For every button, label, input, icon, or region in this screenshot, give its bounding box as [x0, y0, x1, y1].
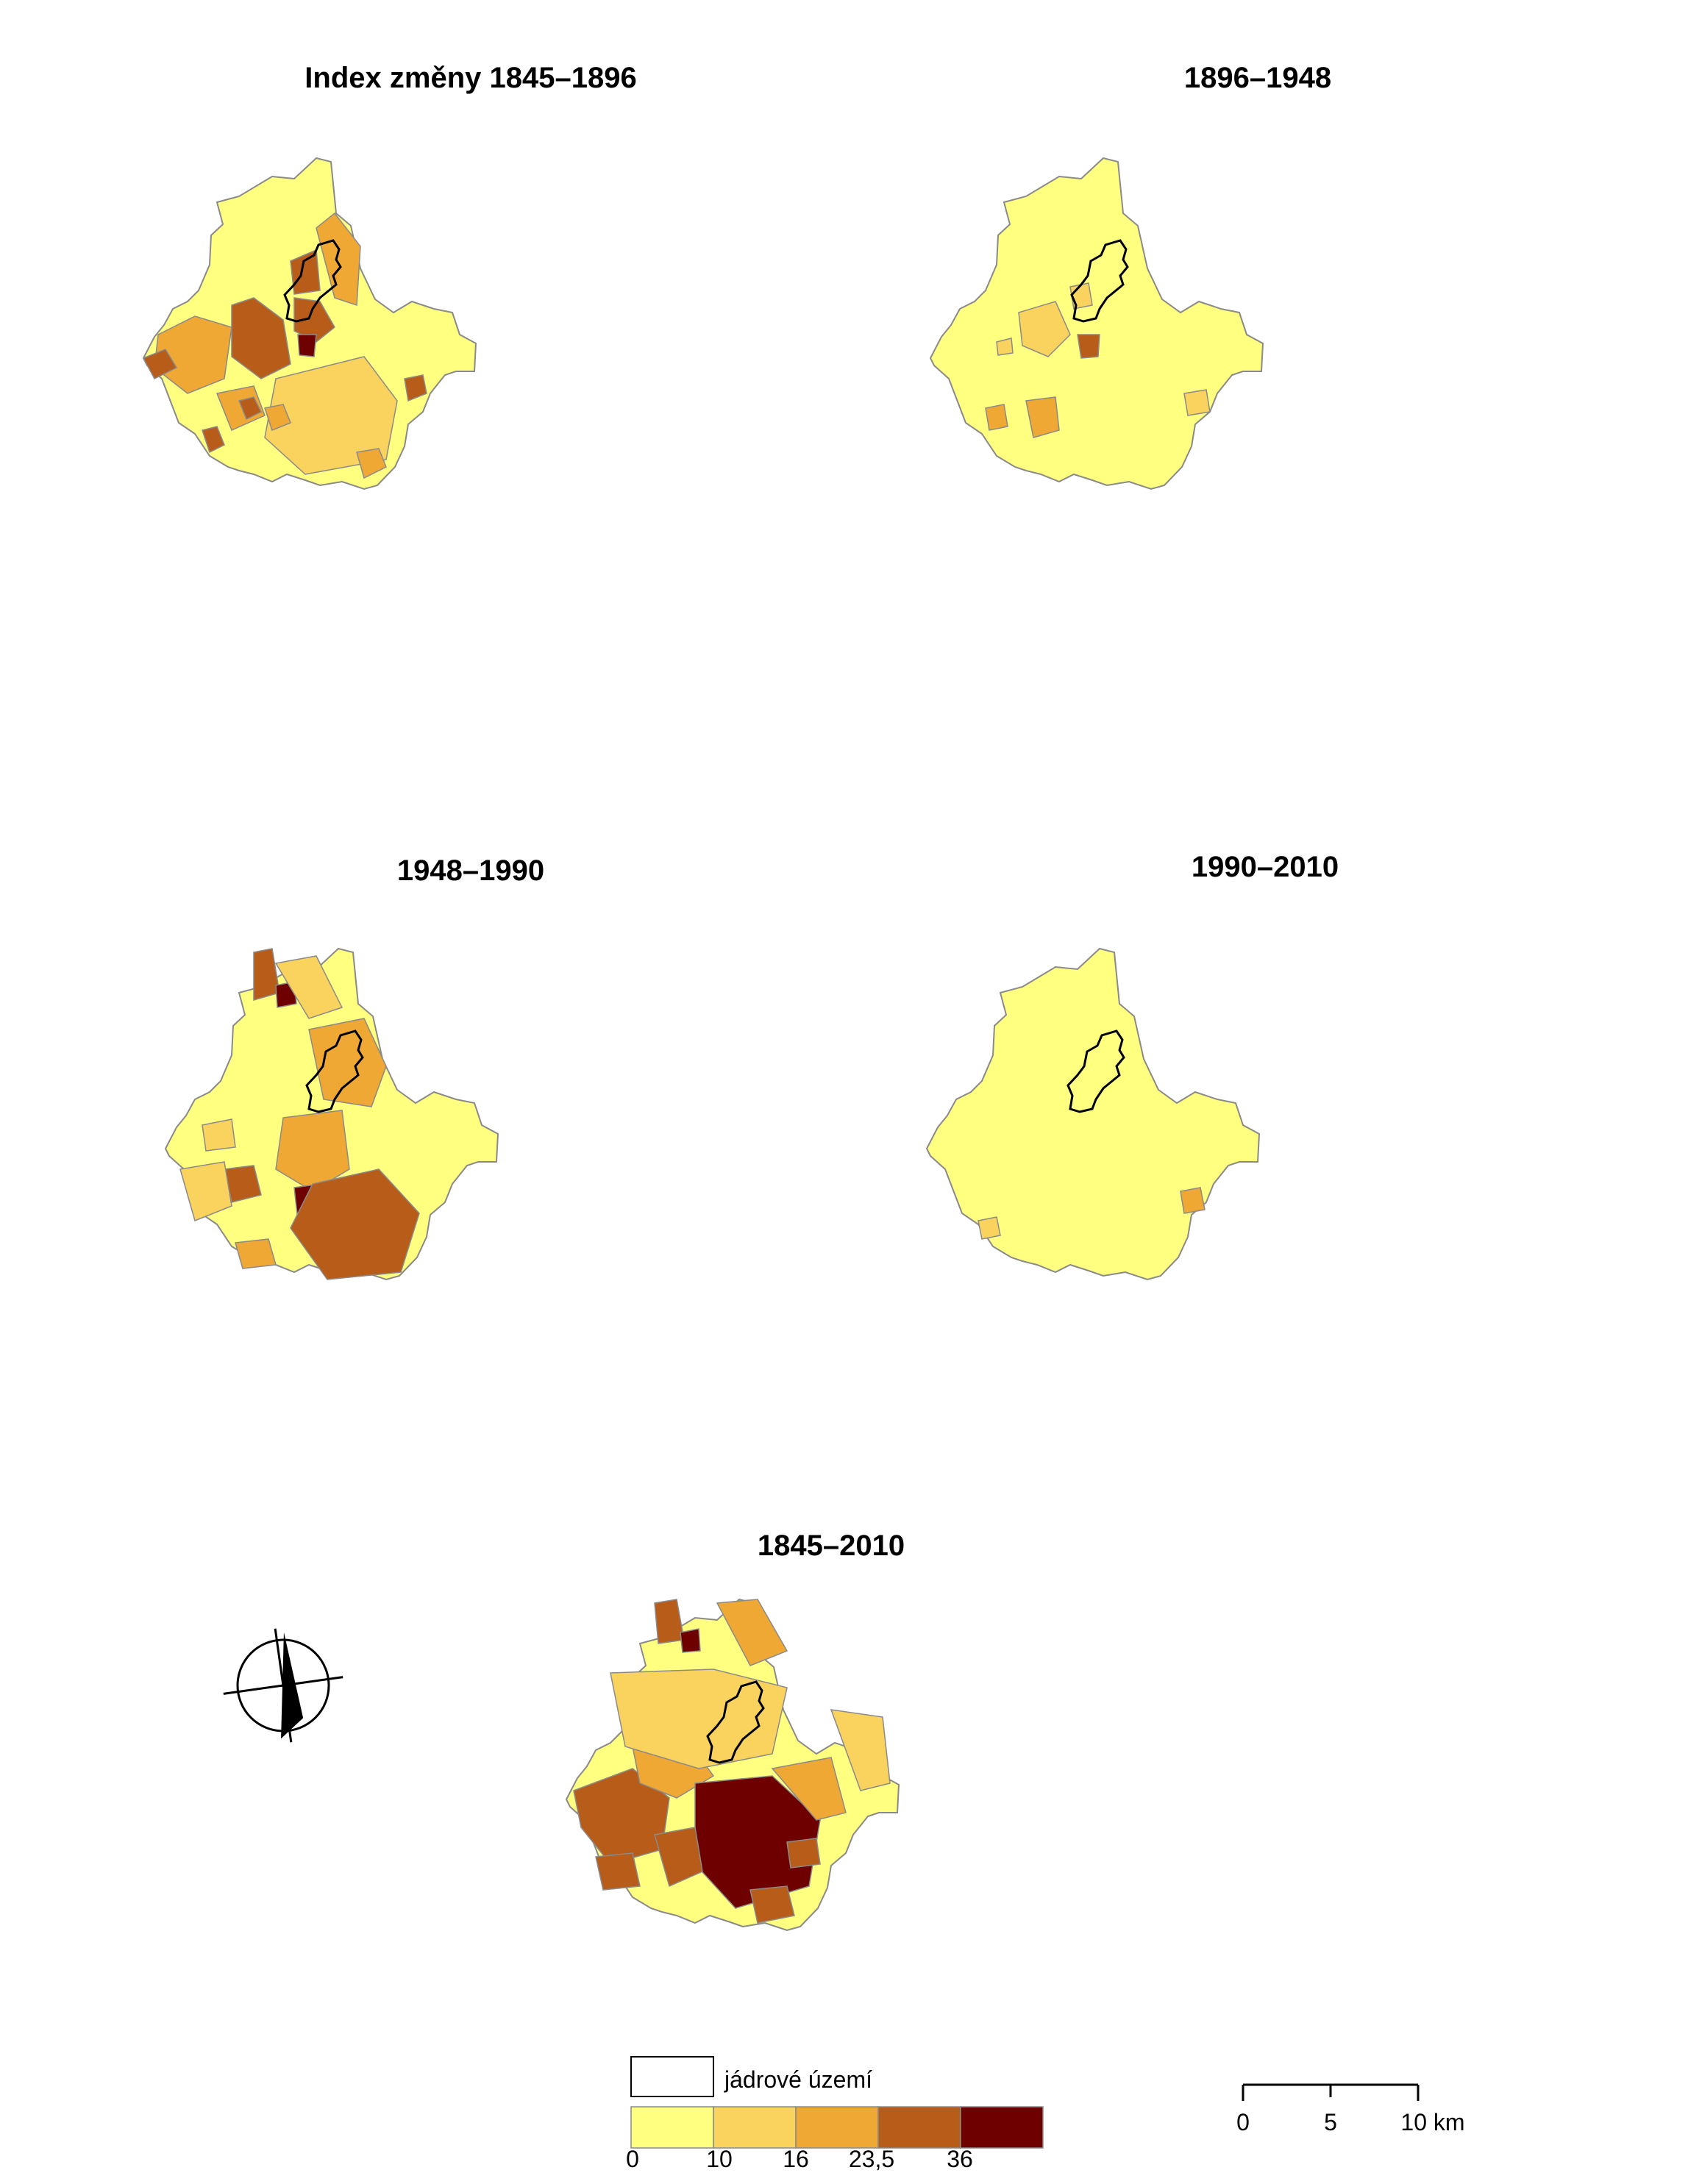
map-panel-4: [926, 948, 1260, 1280]
legend-class-swatch: [630, 2106, 714, 2149]
legend-class-swatch: [713, 2106, 797, 2149]
legend-class-swatch: [877, 2106, 961, 2149]
map-panel-1: [142, 157, 477, 490]
scale-bar-label: 5: [1324, 2109, 1337, 2135]
map-title-1948-1990: 1948–1990: [396, 854, 545, 887]
legend-core-swatch: [630, 2056, 714, 2097]
scale-bar: [1242, 2083, 1420, 2101]
map-title-1896-1948: 1896–1948: [1183, 62, 1332, 94]
legend-break-label: 36: [947, 2146, 973, 2172]
map-panel-3: [165, 948, 499, 1280]
scale-bar-label: 10 km: [1400, 2109, 1465, 2135]
legend-class-swatch: [960, 2106, 1044, 2149]
map-panel-2: [930, 157, 1264, 490]
legend-color-scale: [630, 2106, 1044, 2149]
legend-break-label: 16: [783, 2146, 809, 2172]
legend-core-label: jádrové území: [724, 2066, 872, 2093]
map-title-1845-2010: 1845–2010: [757, 1530, 905, 1562]
map-title-1990-2010: 1990–2010: [1191, 851, 1339, 883]
scale-bar-label: 0: [1236, 2109, 1250, 2135]
map-panel-5: [566, 1599, 900, 1931]
legend-break-label: 23,5: [848, 2146, 895, 2172]
legend-break-label: 10: [706, 2146, 733, 2172]
map-title-1845-1896: Index změny 1845–1896: [305, 62, 637, 94]
legend-break-label: 0: [626, 2146, 639, 2172]
legend-class-swatch: [795, 2106, 879, 2149]
north-arrow-icon: [223, 1628, 343, 1743]
